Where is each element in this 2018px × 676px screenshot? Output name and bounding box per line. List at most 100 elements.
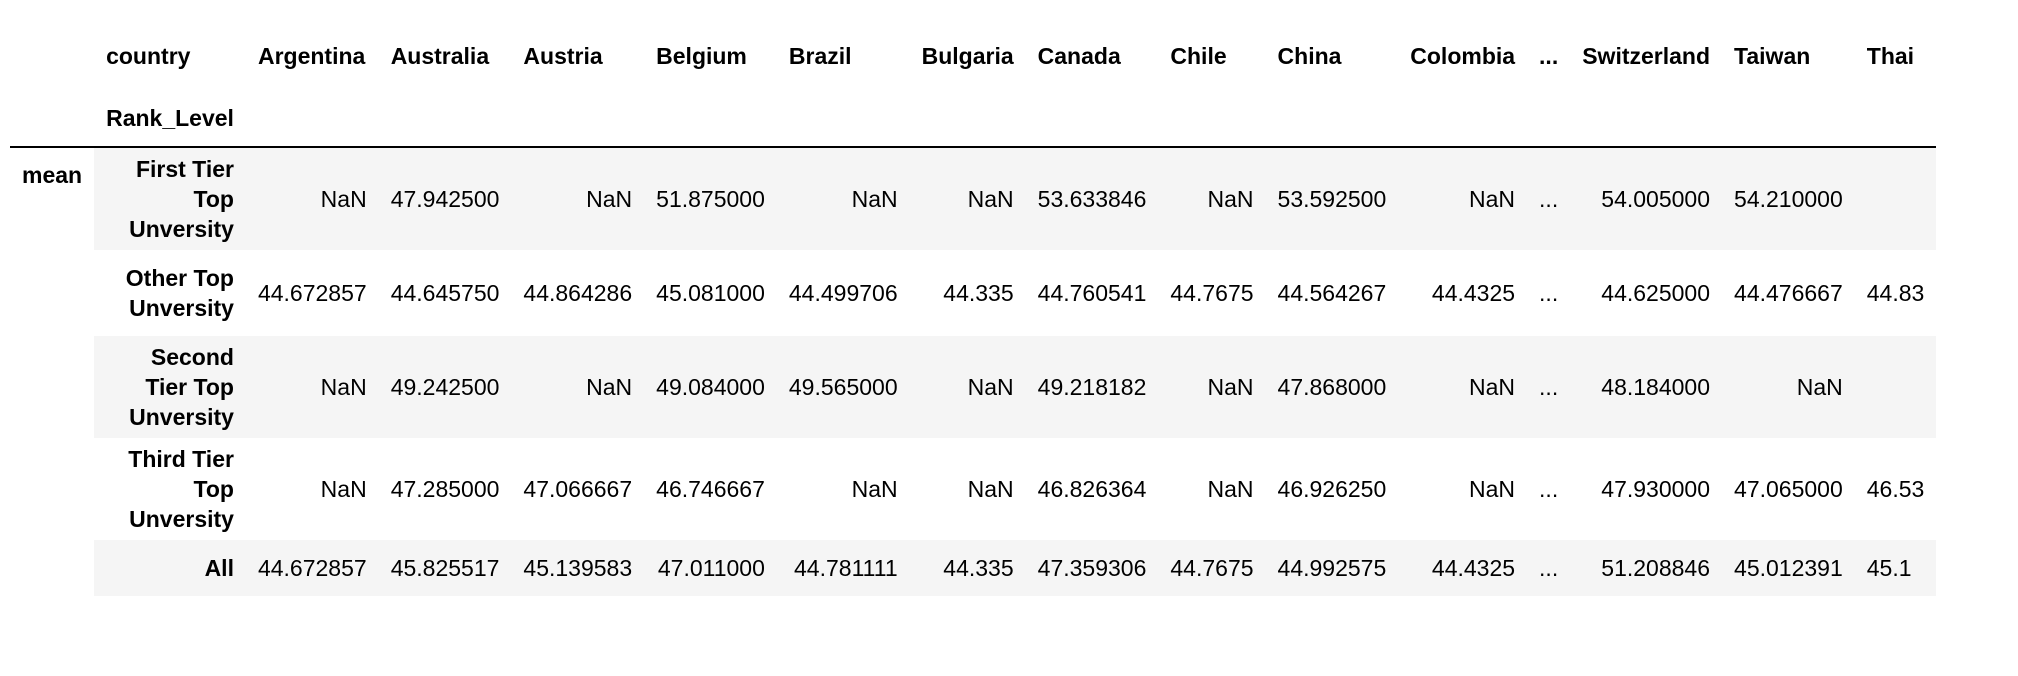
- table-cell: 51.875000: [656, 185, 765, 212]
- table-cell: 44.4325: [1431, 554, 1516, 581]
- table-cell: NaN: [1207, 373, 1254, 400]
- table-cell: 44.781111: [794, 554, 898, 581]
- table-cell: NaN: [320, 475, 367, 502]
- table-cell: 53.592500: [1277, 185, 1387, 212]
- table-cell: 47.930000: [1601, 475, 1711, 502]
- table-cell: 47.868000: [1277, 373, 1387, 400]
- col-header: Switzerland: [1582, 42, 1711, 69]
- table-cell: 45.1: [1866, 554, 1912, 581]
- table-cell: NaN: [320, 373, 367, 400]
- table-cell: 46.746667: [656, 475, 765, 502]
- row-label: Other Top Unversity: [125, 265, 234, 321]
- cell-ellipsis: ...: [1539, 475, 1559, 502]
- table-row: Second Tier Top Unversity NaN 49.242500 NaN…: [10, 336, 1937, 438]
- table-cell: 47.942500: [390, 185, 500, 212]
- table-cell: NaN: [967, 475, 1014, 502]
- table-cell: NaN: [586, 185, 633, 212]
- table-cell: 44.4325: [1431, 279, 1516, 306]
- row-label: First Tier Top Unversity: [129, 156, 234, 242]
- table-cell: 47.285000: [390, 475, 500, 502]
- table-cell: 44.476667: [1734, 279, 1843, 306]
- col-header: Australia: [390, 42, 490, 69]
- table-cell: 44.335: [943, 554, 1014, 581]
- table-cell: [1855, 336, 1937, 438]
- col-header: Bulgaria: [921, 42, 1014, 69]
- table-cell: 44.7675: [1170, 279, 1254, 306]
- table-cell: 44.7675: [1170, 554, 1254, 581]
- table-cell: 47.011000: [657, 554, 765, 581]
- col-header: Taiwan: [1734, 42, 1811, 69]
- cell-ellipsis: ...: [1539, 185, 1559, 212]
- table-cell: 48.184000: [1601, 373, 1711, 400]
- table-row: mean First Tier Top Unversity NaN 47.942500…: [10, 147, 1937, 596]
- table-cell: NaN: [967, 185, 1014, 212]
- table-cell: 49.084000: [656, 373, 765, 400]
- table-cell: NaN: [967, 373, 1014, 400]
- table-cell: 44.499706: [788, 279, 898, 306]
- table-cell: 47.065000: [1734, 475, 1843, 502]
- table-cell: NaN: [1469, 475, 1516, 502]
- table-cell: 44.625000: [1601, 279, 1711, 306]
- col-header: Belgium: [656, 42, 747, 69]
- table-cell: NaN: [851, 475, 898, 502]
- table-cell: 45.012391: [1734, 554, 1843, 581]
- pivot-table: country Argentina Australia Austria Belg…: [10, 28, 1937, 596]
- col-ellipsis: ...: [1539, 42, 1559, 69]
- index-label: Rank_Level: [94, 84, 246, 148]
- table-cell: 49.242500: [390, 373, 500, 400]
- table-cell: NaN: [320, 185, 367, 212]
- col-header: Canada: [1037, 42, 1121, 69]
- table-cell: 51.208846: [1601, 554, 1711, 581]
- table-cell: 44.564267: [1277, 279, 1387, 306]
- table-cell: 53.633846: [1037, 185, 1147, 212]
- col-header: Austria: [523, 42, 603, 69]
- table-cell: NaN: [1207, 185, 1254, 212]
- table-cell: NaN: [1207, 475, 1254, 502]
- row-label: All: [204, 555, 234, 581]
- table-cell: 45.139583: [523, 554, 633, 581]
- col-header: Brazil: [788, 42, 852, 69]
- table-cell: 44.645750: [390, 279, 500, 306]
- table-cell: 46.926250: [1277, 475, 1387, 502]
- table-cell: NaN: [851, 185, 898, 212]
- row-label: Second Tier Top Unversity: [129, 344, 234, 430]
- col-header: Colombia: [1410, 42, 1516, 69]
- table-cell: 44.672857: [257, 554, 367, 581]
- table-row: Other Top Unversity 44.672857 44.645750 44.…: [10, 250, 1936, 336]
- corner-cell: [10, 84, 95, 148]
- table-cell: 44.760541: [1037, 279, 1147, 306]
- table-cell: 46.826364: [1037, 475, 1147, 502]
- table-cell: NaN: [1469, 373, 1516, 400]
- table-cell: NaN: [1796, 373, 1843, 400]
- table-cell: 47.359306: [1037, 554, 1147, 581]
- index-outer-label: mean: [10, 147, 95, 596]
- corner-cell: [10, 28, 94, 84]
- col-header: China: [1277, 42, 1342, 69]
- row-label: Third Tier Top Unversity: [128, 446, 234, 532]
- table-cell: 44.864286: [523, 279, 633, 306]
- table-cell: NaN: [1469, 185, 1516, 212]
- table-cell: [1855, 147, 1937, 250]
- table-cell: 49.565000: [788, 373, 898, 400]
- table-cell: 46.53: [1866, 475, 1925, 502]
- table-cell: 44.672857: [257, 279, 367, 306]
- table-cell: 47.066667: [523, 475, 633, 502]
- col-header: Thai: [1866, 42, 1915, 69]
- table-cell: 49.218182: [1037, 373, 1147, 400]
- col-header: Chile: [1170, 42, 1227, 69]
- table-cell: 45.081000: [656, 279, 765, 306]
- col-header: Argentina: [257, 42, 366, 69]
- table-cell: 54.210000: [1734, 185, 1843, 212]
- table-row: All 44.672857 45.825517 45.139583 47.011000 4…: [10, 540, 1937, 596]
- table-cell: 44.992575: [1277, 554, 1387, 581]
- table-cell: 44.335: [943, 279, 1014, 306]
- cell-ellipsis: ...: [1539, 279, 1559, 306]
- cell-ellipsis: ...: [1539, 373, 1559, 400]
- table-row: Third Tier Top Unversity NaN 47.285000 47.0…: [10, 438, 1936, 540]
- table-cell: 44.83: [1866, 279, 1925, 306]
- table-cell: NaN: [586, 373, 633, 400]
- table-cell: 45.825517: [390, 554, 500, 581]
- table-cell: 54.005000: [1601, 185, 1711, 212]
- cell-ellipsis: ...: [1539, 554, 1559, 581]
